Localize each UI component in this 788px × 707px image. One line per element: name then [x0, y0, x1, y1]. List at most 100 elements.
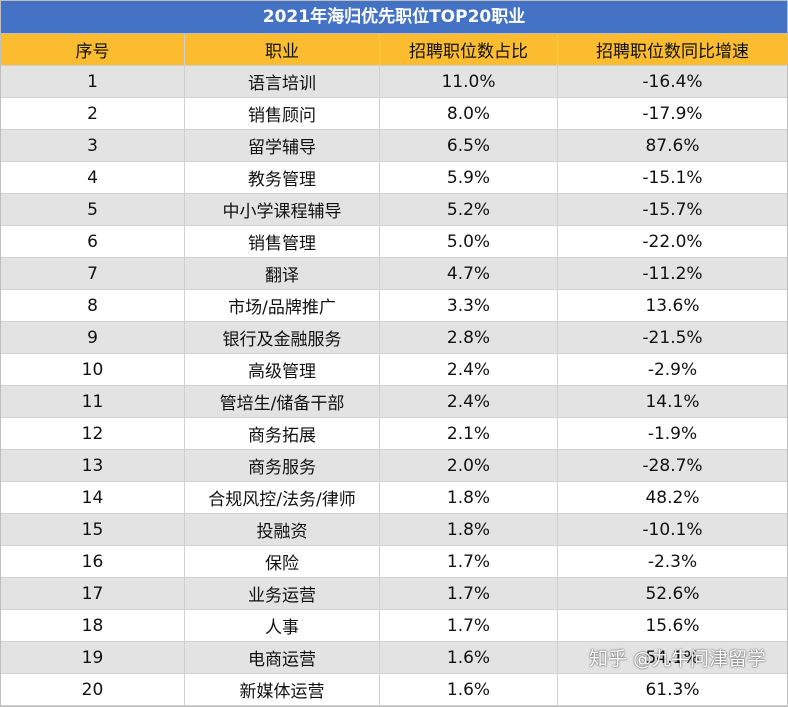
table-cell: 教务管理: [185, 162, 380, 193]
table-row: 4 教务管理 5.9% -15.1%: [1, 162, 787, 194]
header-cell: 招聘职位数占比: [380, 34, 558, 65]
table-cell: 2.4%: [380, 386, 558, 417]
table-cell: 6: [1, 226, 185, 257]
table-cell: 11.0%: [380, 66, 558, 97]
header-cell: 招聘职位数同比增速: [596, 42, 749, 62]
table-cell: 1.6%: [380, 674, 558, 705]
table-cell: 5: [1, 194, 185, 225]
table-cell: -10.1%: [642, 519, 703, 540]
table-row: 5 中小学课程辅导 5.2% -15.7%: [1, 194, 787, 226]
table-cell: 1.8%: [380, 482, 558, 513]
table-cell: 1: [1, 66, 185, 97]
table-header-row: 序号 职业 招聘职位数占比 招聘职位数同比增速: [1, 34, 787, 66]
table-row: 3 留学辅导 6.5% 87.6%: [1, 130, 787, 162]
table-cell: 留学辅导: [185, 130, 380, 161]
header-cell: 序号: [1, 34, 185, 65]
table-cell: 高级管理: [185, 354, 380, 385]
table-row: 12 商务拓展 2.1% -1.9%: [1, 418, 787, 450]
table-cell: 16: [1, 546, 185, 577]
table-cell: 业务运营: [185, 578, 380, 609]
table-cell: 1.6%: [380, 642, 558, 673]
table-cell: 8.0%: [380, 98, 558, 129]
table-cell: 市场/品牌推广: [185, 290, 380, 321]
table-row: 7 翻译 4.7% -11.2%: [1, 258, 787, 290]
table-cell: 保险: [185, 546, 380, 577]
table-cell: 15.6%: [645, 615, 700, 636]
table-cell: 5.2%: [380, 194, 558, 225]
table-cell: 商务服务: [185, 450, 380, 481]
table-cell: 2.1%: [380, 418, 558, 449]
table-row: 16 保险 1.7% -2.3%: [1, 546, 787, 578]
table-cell: 54.1%: [645, 647, 700, 668]
table-row: 15 投融资 1.8% -10.1%: [1, 514, 787, 546]
table-cell: 8: [1, 290, 185, 321]
table-row: 1 语言培训 11.0% -16.4%: [1, 66, 787, 98]
table-cell: 7: [1, 258, 185, 289]
table-cell: 19: [1, 642, 185, 673]
table-cell: 翻译: [185, 258, 380, 289]
table-cell: -15.1%: [642, 167, 703, 188]
table-cell: -2.9%: [647, 359, 698, 380]
table-row: 13 商务服务 2.0% -28.7%: [1, 450, 787, 482]
table-cell: 3: [1, 130, 185, 161]
table-cell: 14.1%: [645, 391, 700, 412]
table-row: 14 合规风控/法务/律师 1.8% 48.2%: [1, 482, 787, 514]
table-cell: 商务拓展: [185, 418, 380, 449]
table-cell: 3.3%: [380, 290, 558, 321]
table-row: 11 管培生/储备干部 2.4% 14.1%: [1, 386, 787, 418]
table-cell: 10: [1, 354, 185, 385]
table-cell: 15: [1, 514, 185, 545]
table-cell: 1.7%: [380, 578, 558, 609]
table-cell: 52.6%: [645, 583, 700, 604]
table-row: 2 销售顾问 8.0% -17.9%: [1, 98, 787, 130]
table-cell: 1.8%: [380, 514, 558, 545]
table-row: 9 银行及金融服务 2.8% -21.5%: [1, 322, 787, 354]
table-row: 20 新媒体运营 1.6% 61.3%: [1, 674, 787, 706]
table-cell: 11: [1, 386, 185, 417]
table-cell: 6.5%: [380, 130, 558, 161]
table-row: 10 高级管理 2.4% -2.9%: [1, 354, 787, 386]
table-row: 18 人事 1.7% 15.6%: [1, 610, 787, 642]
table-title: 2021年海归优先职位TOP20职业: [1, 1, 787, 34]
table-row: 6 销售管理 5.0% -22.0%: [1, 226, 787, 258]
table-cell: 新媒体运营: [185, 674, 380, 705]
table-cell: -21.5%: [642, 327, 703, 348]
table-cell: -11.2%: [642, 263, 703, 284]
table-cell: 61.3%: [645, 679, 700, 700]
table-cell: -17.9%: [642, 103, 703, 124]
table-cell: 2.8%: [380, 322, 558, 353]
table-cell: 销售管理: [185, 226, 380, 257]
watermark: 知乎 @九牛问津留学: [588, 648, 766, 670]
table-cell: 销售顾问: [185, 98, 380, 129]
table-cell: 投融资: [185, 514, 380, 545]
header-cell: 职业: [185, 34, 380, 65]
table-cell: 4: [1, 162, 185, 193]
table-cell: 1.7%: [380, 610, 558, 641]
table-cell: 18: [1, 610, 185, 641]
table-cell: -15.7%: [642, 199, 703, 220]
table-cell: -28.7%: [642, 455, 703, 476]
table-cell: -22.0%: [642, 231, 703, 252]
table-cell: 2.4%: [380, 354, 558, 385]
table-cell: 20: [1, 674, 185, 705]
table-cell: 17: [1, 578, 185, 609]
table-cell: 12: [1, 418, 185, 449]
table-cell: 2: [1, 98, 185, 129]
table-cell: -2.3%: [647, 551, 698, 572]
table-cell: 4.7%: [380, 258, 558, 289]
table-cell: 2.0%: [380, 450, 558, 481]
table-cell: 13: [1, 450, 185, 481]
table-cell: 电商运营: [185, 642, 380, 673]
table-body: 1 语言培训 11.0% -16.4% 2 销售顾问 8.0% -17.9% 3 留学辅导 6.5%…: [1, 66, 787, 706]
table-cell: 5.0%: [380, 226, 558, 257]
table-cell: 中小学课程辅导: [185, 194, 380, 225]
table-row: 19 电商运营 1.6% 54.1%: [1, 642, 787, 674]
table-cell: 银行及金融服务: [185, 322, 380, 353]
table-cell: 1.7%: [380, 546, 558, 577]
table-cell: 87.6%: [645, 135, 700, 156]
table-cell: -1.9%: [647, 423, 698, 444]
table-cell: -16.4%: [642, 71, 703, 92]
table-cell: 5.9%: [380, 162, 558, 193]
table-cell: 语言培训: [185, 66, 380, 97]
